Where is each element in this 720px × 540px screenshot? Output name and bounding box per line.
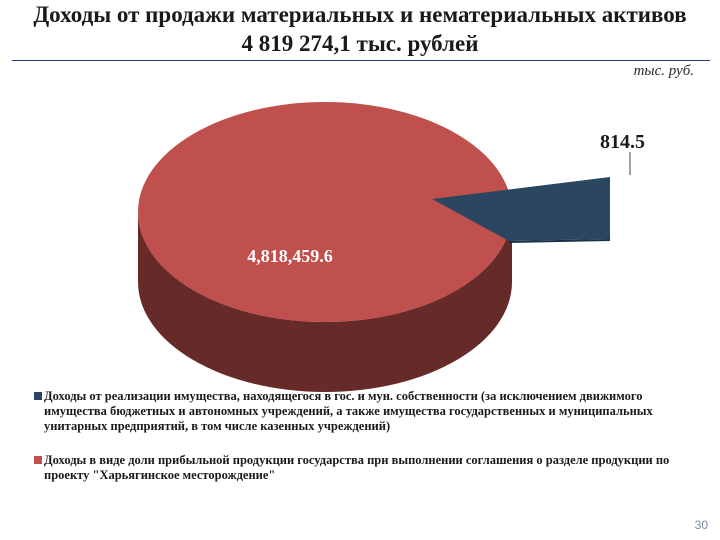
legend-swatch-1: [34, 456, 42, 464]
unit-label: тыс. руб.: [633, 63, 694, 79]
legend-label-1: Доходы в виде доли прибыльной продукции …: [44, 453, 670, 482]
pie-slice-side-small: [509, 239, 610, 243]
data-label-large: 4,818,459.6: [247, 246, 333, 266]
legend-swatch-0: [34, 392, 42, 400]
title-line-2: 4 819 274,1 тыс. рублей: [241, 31, 479, 56]
title-divider: [12, 60, 710, 61]
legend-label-0: Доходы от реализации имущества, находяще…: [44, 389, 653, 433]
data-label-small: 814.5: [600, 131, 645, 153]
pie-slice-side-large: [138, 212, 512, 392]
pie-slice-small: [432, 177, 610, 241]
legend-item-1: Доходы в виде доли прибыльной продукции …: [34, 453, 694, 483]
page-title: Доходы от продажи материальных и нематер…: [0, 0, 720, 58]
page-number: 30: [694, 518, 708, 532]
title-line-1: Доходы от продажи материальных и нематер…: [33, 2, 687, 27]
pie-slice-large: [138, 102, 512, 322]
legend-item-0: Доходы от реализации имущества, находяще…: [34, 389, 694, 434]
